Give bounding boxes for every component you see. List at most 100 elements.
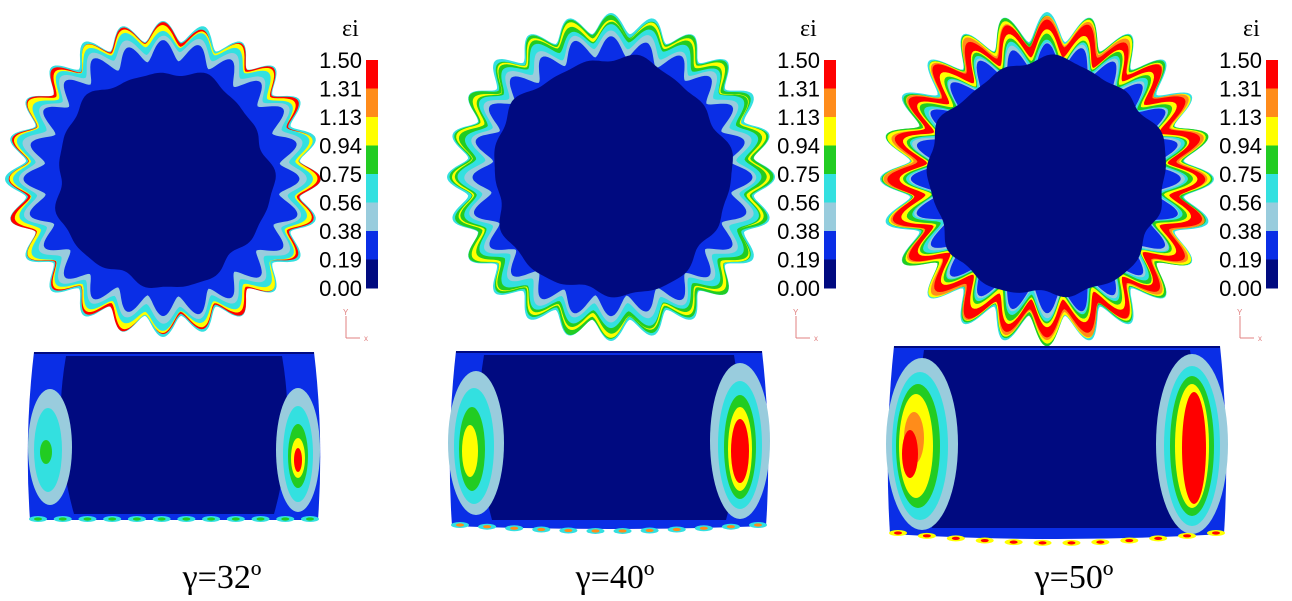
- legend-tick-labels: 1.50 1.31 1.13 0.94 0.75 0.56 0.38 0.19 0.00: [1219, 48, 1262, 301]
- legend-band: [366, 202, 378, 232]
- legend-band: [824, 60, 836, 89]
- panel-gamma-50: [880, 12, 1228, 546]
- legend-tick-label: 0.75: [319, 162, 362, 187]
- tooth-edge-hot: [1212, 531, 1220, 535]
- legend-tick-label: 0.94: [319, 134, 362, 159]
- tooth-edge-hot: [456, 523, 464, 527]
- legend-band: [824, 231, 836, 260]
- legend-tick-label: 0.19: [319, 248, 362, 273]
- strain-zone: [1182, 392, 1206, 504]
- legend-band: [1266, 174, 1278, 203]
- legend-tick-labels: 1.50 1.31 1.13 0.94 0.75 0.56 0.38 0.19 0.00: [777, 48, 820, 301]
- tooth-edge-hot: [1183, 534, 1192, 538]
- tooth-edge-hot: [645, 528, 654, 533]
- tooth-edge-hot: [1009, 540, 1018, 544]
- tooth-edge-hot: [1038, 541, 1047, 545]
- legend-tick-label: 1.31: [319, 77, 362, 102]
- legend-band: [824, 117, 836, 146]
- legend-band: [824, 259, 836, 289]
- tooth-edge-hot: [726, 525, 735, 529]
- tooth-edge-hot: [157, 517, 166, 521]
- side-view-core: [60, 356, 288, 514]
- tooth-edge-hot: [1125, 538, 1134, 543]
- legend-tick-label: 0.00: [1219, 276, 1262, 301]
- strain-zone: [462, 425, 478, 477]
- legend-tick-labels: 1.50 1.31 1.13 0.94 0.75 0.56 0.38 0.19 0.00: [319, 48, 362, 301]
- caption-gamma-32: γ=32º: [182, 559, 262, 596]
- tooth-edge-hot: [980, 538, 989, 543]
- tooth-edge-hot: [922, 534, 931, 538]
- tooth-edge-hot: [256, 517, 265, 521]
- legend-band: [1266, 145, 1278, 175]
- legend-band: [1266, 60, 1278, 89]
- legend-band: [366, 174, 378, 203]
- legend-band: [366, 231, 378, 260]
- legend-tick-label: 1.31: [1219, 77, 1262, 102]
- legend-band: [824, 202, 836, 232]
- legend-tick-label: 1.31: [777, 77, 820, 102]
- legend-band: [824, 174, 836, 203]
- tooth-edge-hot: [591, 529, 600, 533]
- legend-color-bar: [1266, 60, 1278, 289]
- legend-tick-label: 0.00: [777, 276, 820, 301]
- gear-core-region: [55, 72, 276, 288]
- tooth-edge-hot: [618, 529, 627, 533]
- legend-tick-label: 0.56: [1219, 191, 1262, 216]
- triad-x-label: x: [364, 334, 368, 343]
- side-view-core: [478, 355, 740, 520]
- tooth-edge-hot: [83, 517, 92, 521]
- legend-tick-label: 0.38: [777, 219, 820, 244]
- tooth-edge-hot: [207, 517, 216, 521]
- triad-y-label: Y: [1237, 308, 1243, 317]
- panel-gamma-32: [5, 21, 321, 522]
- legend-symbol: εi: [1243, 16, 1260, 42]
- legend-panel-3: εi 1.501.311.130.940.750.560.380.190.00 …: [1219, 16, 1278, 343]
- legend-tick-label: 0.19: [777, 248, 820, 273]
- gear-core-region: [926, 54, 1166, 298]
- legend-band: [1266, 117, 1278, 146]
- tooth-edge-hot: [306, 517, 314, 521]
- legend-band: [1266, 259, 1278, 289]
- legend-tick-label: 1.50: [319, 48, 362, 73]
- legend-color-bar: [366, 60, 378, 289]
- tooth-edge-hot: [1096, 540, 1105, 544]
- tooth-edge-hot: [1154, 536, 1163, 541]
- legend-symbol: εi: [342, 16, 359, 42]
- legend-band: [824, 145, 836, 175]
- tooth-edge-hot: [754, 523, 762, 527]
- tooth-edge-hot: [182, 517, 191, 521]
- tooth-edge-hot: [108, 517, 117, 521]
- tooth-edge-hot: [34, 517, 42, 521]
- legend-tick-label: 0.00: [319, 276, 362, 301]
- legend-band: [366, 145, 378, 175]
- legend-tick-label: 0.19: [1219, 248, 1262, 273]
- legend-band: [1266, 231, 1278, 260]
- tooth-edge-hot: [281, 517, 290, 521]
- tooth-edge-hot: [672, 527, 681, 532]
- legend-tick-label: 0.75: [777, 162, 820, 187]
- legend-color-bar: [824, 60, 836, 289]
- triad-x-label: x: [814, 334, 818, 343]
- legend-panel-2: εi 1.501.311.130.940.750.560.380.190.00 …: [777, 16, 836, 343]
- legend-panel-1: εi 1.501.311.130.940.750.560.380.190.00 …: [319, 16, 378, 343]
- legend-symbol: εi: [800, 16, 817, 42]
- legend-tick-label: 0.38: [1219, 219, 1262, 244]
- tooth-edge-hot: [951, 536, 960, 541]
- legend-tick-label: 0.38: [319, 219, 362, 244]
- tooth-edge-hot: [132, 517, 141, 521]
- tooth-edge-hot: [58, 517, 67, 521]
- legend-band: [1266, 88, 1278, 118]
- legend-tick-label: 0.75: [1219, 162, 1262, 187]
- legend-tick-label: 0.56: [777, 191, 820, 216]
- tooth-edge-hot: [537, 527, 546, 532]
- strain-zone: [731, 419, 749, 483]
- triad-y-label: Y: [793, 308, 799, 317]
- tooth-edge-hot: [231, 517, 240, 521]
- strain-zone: [40, 440, 52, 464]
- triad-x-label: x: [1258, 334, 1262, 343]
- axis-triad-icon: Y x: [793, 308, 818, 343]
- caption-gamma-50: γ=50º: [1034, 559, 1114, 596]
- legend-tick-label: 1.50: [1219, 48, 1262, 73]
- legend-band: [824, 88, 836, 118]
